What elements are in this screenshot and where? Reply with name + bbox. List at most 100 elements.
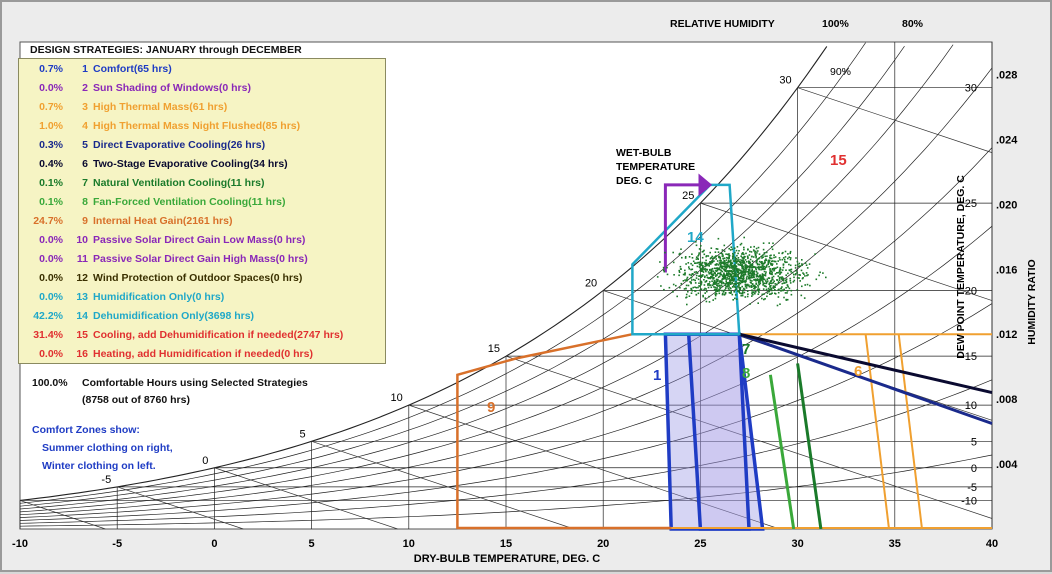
- wetbulb-gridline: [311, 440, 575, 530]
- data-point: [676, 295, 678, 298]
- data-point: [775, 283, 778, 286]
- data-point: [728, 281, 731, 284]
- data-point: [769, 288, 772, 290]
- data-point: [800, 294, 803, 297]
- data-point: [730, 292, 732, 294]
- data-point: [680, 282, 683, 285]
- data-point: [715, 293, 718, 295]
- data-point: [729, 281, 732, 284]
- data-point: [688, 266, 690, 268]
- data-point: [751, 280, 753, 282]
- data-point: [778, 257, 781, 259]
- data-point: [672, 261, 675, 264]
- strategy-legend: 0.7% 1 Comfort(65 hrs) 0.0% 2 Sun Shading of …: [18, 58, 386, 364]
- data-point: [734, 256, 737, 259]
- data-point: [759, 266, 762, 268]
- data-point: [765, 258, 767, 260]
- data-point: [763, 265, 766, 268]
- data-point: [728, 284, 730, 286]
- data-point: [729, 260, 731, 263]
- data-point: [743, 262, 746, 264]
- data-point: [704, 265, 707, 267]
- data-point: [744, 273, 747, 276]
- data-point: [731, 282, 733, 284]
- data-point: [663, 270, 665, 273]
- data-point: [745, 265, 747, 268]
- data-point: [684, 274, 686, 276]
- data-point: [686, 278, 688, 280]
- data-point: [745, 279, 747, 282]
- data-point: [764, 282, 766, 285]
- data-point: [776, 279, 778, 281]
- fan-forced-ventilation-line: [768, 374, 796, 530]
- data-point: [748, 262, 750, 264]
- data-point: [721, 285, 724, 288]
- data-point: [775, 267, 777, 269]
- data-point: [725, 259, 728, 261]
- data-point: [732, 258, 734, 260]
- data-point: [768, 265, 770, 268]
- data-point: [769, 273, 772, 275]
- data-point: [804, 262, 807, 264]
- data-point: [796, 271, 798, 274]
- data-point: [755, 247, 758, 250]
- data-point: [759, 266, 761, 269]
- data-point: [727, 278, 729, 280]
- data-point: [701, 256, 704, 259]
- data-point: [748, 277, 750, 280]
- data-point: [762, 278, 765, 281]
- data-point: [697, 257, 699, 260]
- data-point: [736, 246, 739, 248]
- data-point: [704, 263, 706, 265]
- data-point: [762, 254, 764, 257]
- data-point: [750, 284, 752, 287]
- data-point: [747, 256, 749, 259]
- data-point: [764, 255, 766, 258]
- data-point: [732, 256, 734, 259]
- data-point: [724, 265, 726, 267]
- data-point: [757, 289, 760, 291]
- data-point: [734, 294, 737, 296]
- data-point: [751, 267, 754, 269]
- data-point: [743, 248, 745, 251]
- rh-curve: [19, 147, 993, 516]
- data-point: [731, 286, 734, 288]
- data-point: [733, 270, 735, 272]
- data-point: [711, 267, 714, 270]
- data-point: [779, 271, 782, 274]
- data-point: [698, 252, 700, 254]
- data-point: [690, 277, 692, 279]
- data-point: [696, 262, 698, 264]
- data-point: [707, 277, 709, 279]
- data-point: [818, 274, 820, 277]
- data-point: [763, 262, 765, 265]
- data-point: [691, 253, 693, 255]
- data-point: [718, 256, 720, 259]
- data-point: [716, 288, 718, 290]
- data-point: [743, 273, 746, 276]
- data-point: [769, 268, 771, 270]
- rh-curve: [19, 45, 905, 507]
- data-point: [796, 263, 799, 266]
- data-point: [749, 281, 752, 283]
- data-point: [795, 270, 797, 272]
- data-point: [715, 290, 718, 292]
- data-point: [801, 259, 803, 261]
- data-point: [715, 269, 717, 272]
- data-point: [725, 265, 728, 268]
- data-point: [695, 286, 698, 289]
- data-point: [728, 247, 730, 250]
- data-point: [695, 256, 698, 258]
- data-point: [733, 264, 735, 267]
- data-point: [703, 288, 705, 291]
- data-point: [750, 266, 752, 269]
- comfort-note-summer: Summer clothing on right,: [42, 442, 173, 454]
- data-point: [746, 290, 749, 292]
- data-point: [720, 264, 722, 267]
- data-point: [727, 283, 729, 285]
- rh-curve: [19, 379, 993, 524]
- data-point: [711, 255, 713, 258]
- data-point: [685, 293, 688, 296]
- data-point: [785, 287, 787, 289]
- rh-curve: [19, 225, 993, 518]
